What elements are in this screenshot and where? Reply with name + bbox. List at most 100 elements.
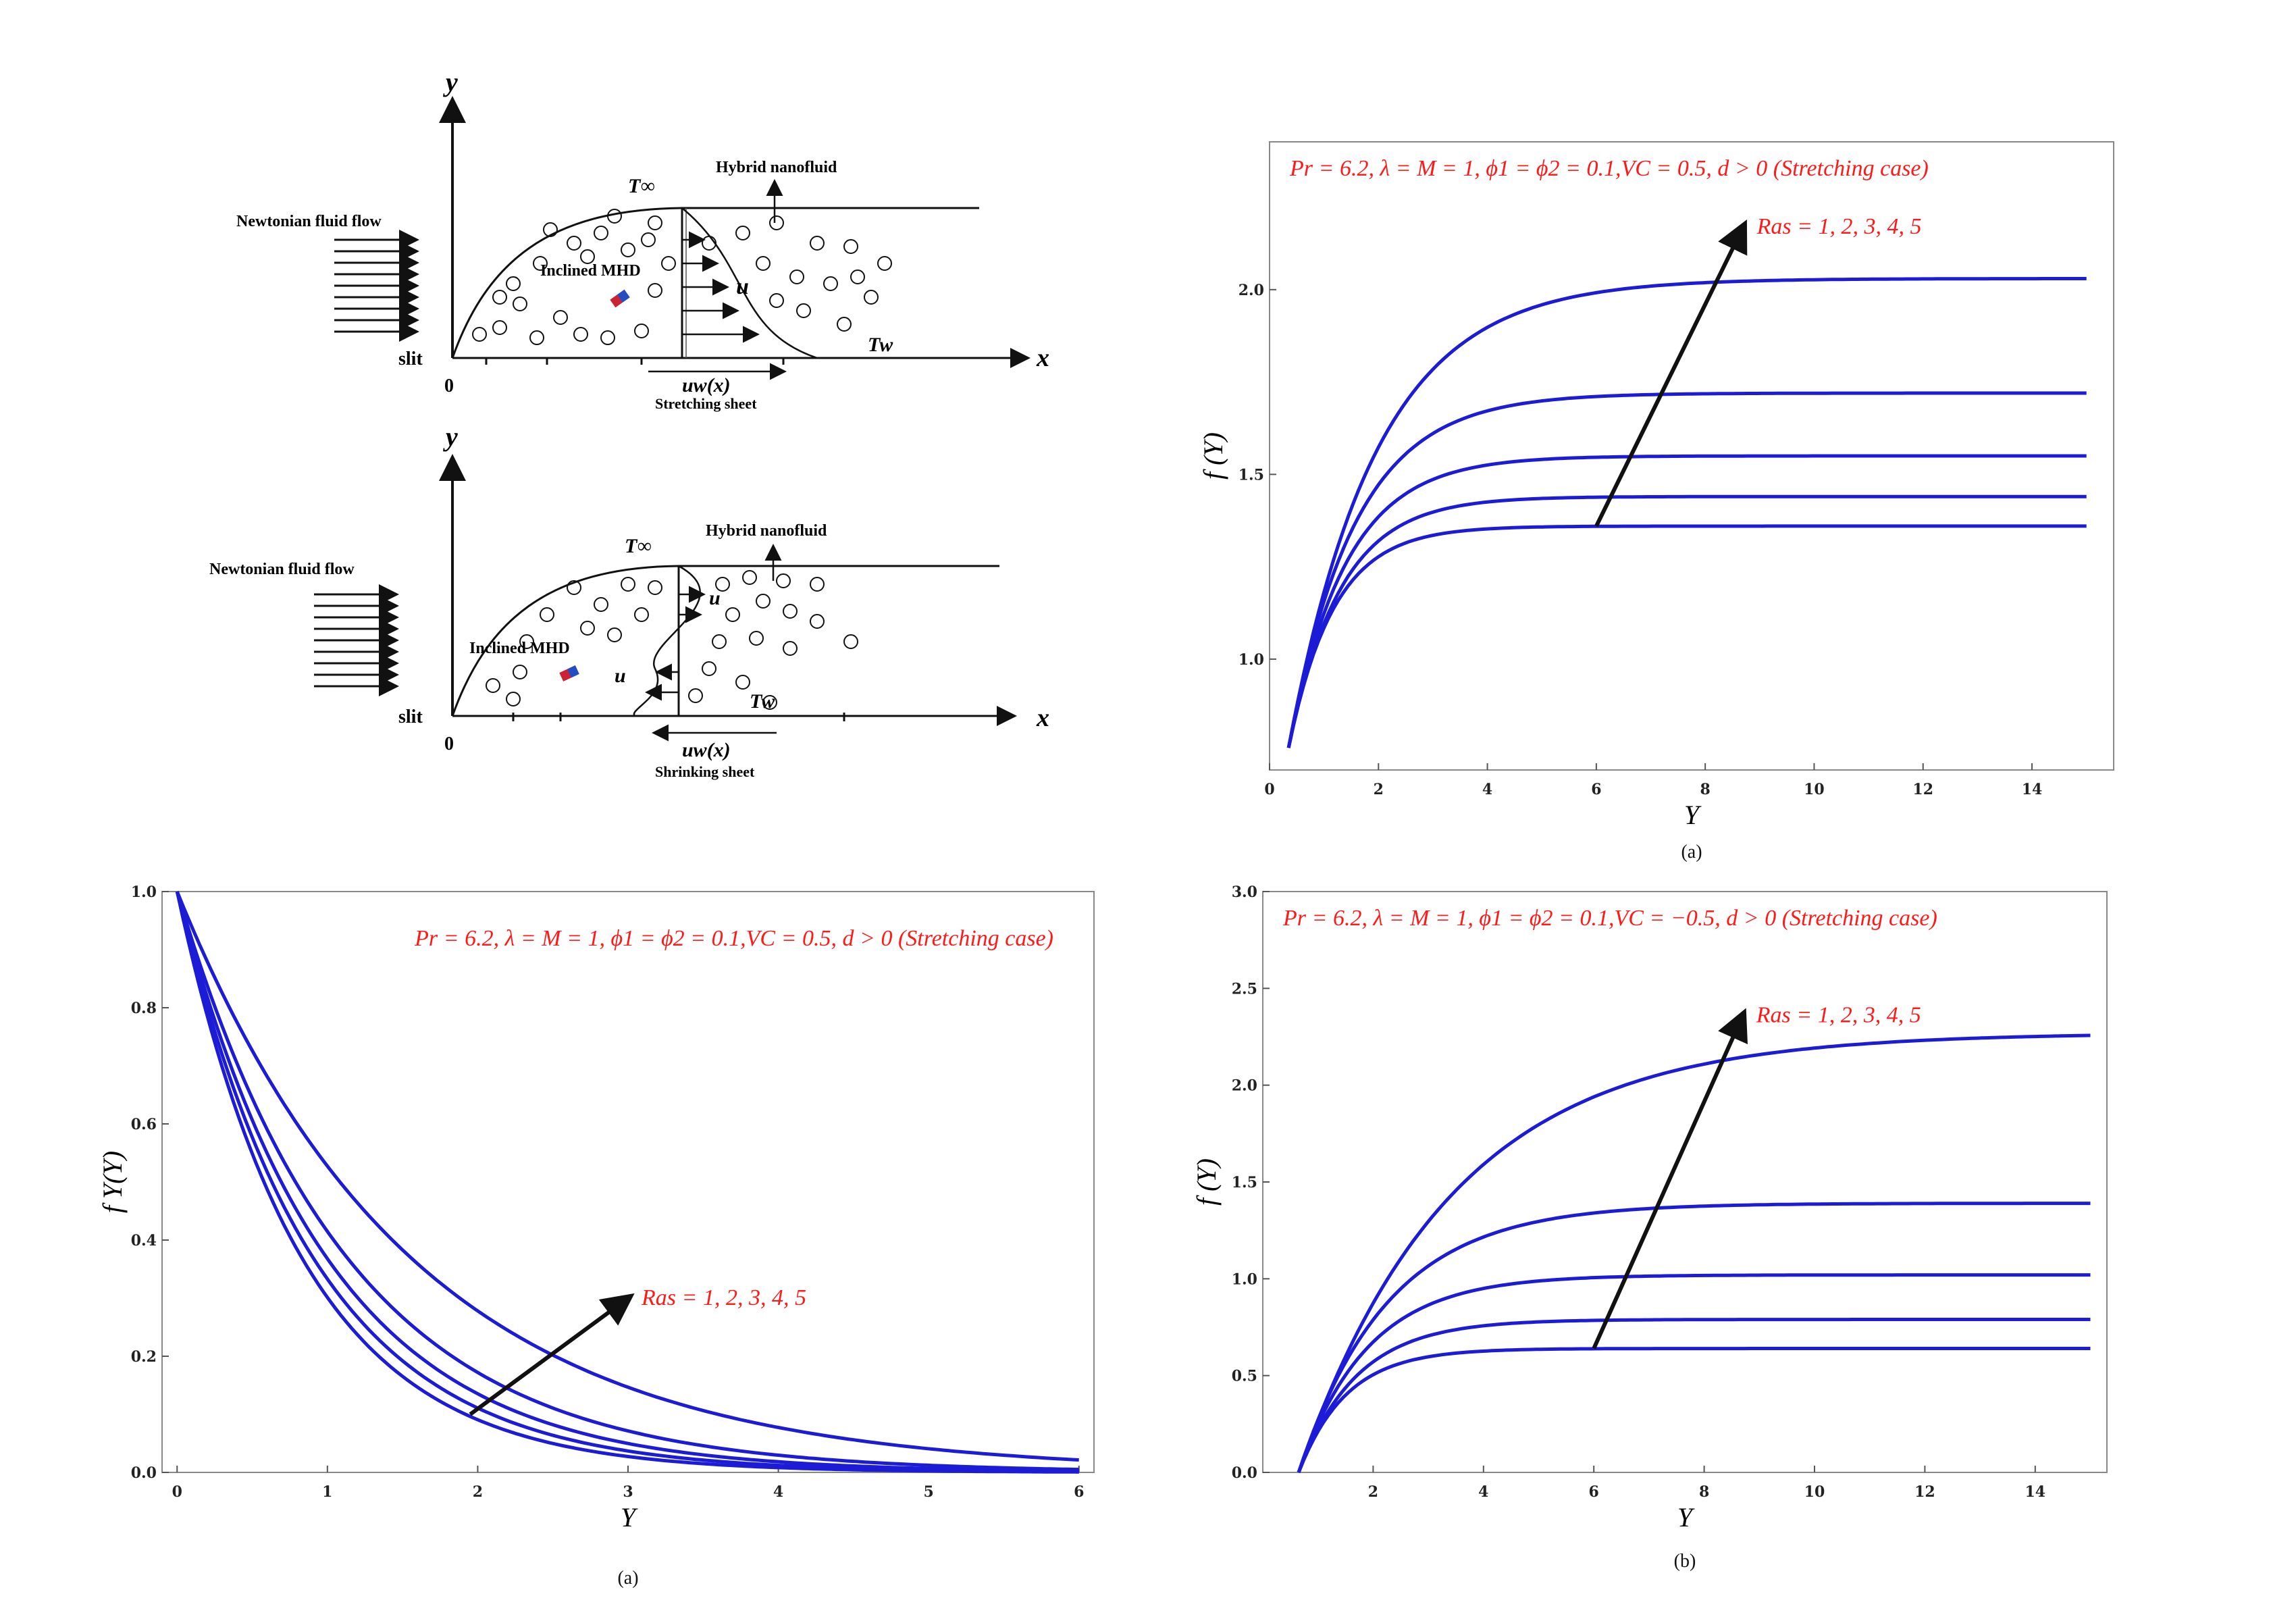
origin-label: 0 [444, 376, 454, 396]
y-axis-label-2: y [443, 421, 458, 452]
y-tick-label: 1.5 [1232, 1174, 1257, 1191]
uw-label-2: uw(x) [682, 739, 731, 761]
figure-caption: (a) [1681, 842, 1702, 863]
y-tick-label: 0.8 [131, 1000, 157, 1017]
y-tick-label: 1.0 [131, 883, 157, 901]
x-tick-label: 8 [1699, 1483, 1709, 1501]
y-axis-label: f (Y) [1198, 432, 1228, 480]
y-tick-label: 0.0 [131, 1464, 157, 1482]
y-axis-label: f (Y) [1191, 1158, 1222, 1206]
series-line-3 [1286, 454, 2087, 748]
y-tick-label: 3.0 [1232, 883, 1257, 901]
chart-bottom-right: 2 4 6 8 10 12 14 0.0 0.5 1.0 1.5 2.0 2.5 3.0 Pr = 6.2,… [1191, 883, 2108, 1572]
u-label-2: u [709, 587, 721, 609]
uw-label: uw(x) [682, 374, 731, 396]
series-line-3 [1297, 1273, 2091, 1473]
ras-arrow [469, 1293, 635, 1416]
y-tick-label: 1.5 [1238, 466, 1264, 484]
y-tick-label: 2.0 [1232, 1077, 1257, 1095]
t-w-label: Tw [868, 334, 893, 356]
t-inf-label: T∞ [628, 175, 655, 197]
t-inf-label-2: T∞ [625, 535, 652, 557]
x-axis-label-2: x [1036, 704, 1049, 732]
series-line-5 [1286, 277, 2087, 748]
u-label-3: u [615, 665, 626, 687]
y-tick-label: 0.2 [131, 1348, 157, 1366]
x-axis-label: x [1036, 344, 1049, 372]
slit-label: slit [398, 349, 423, 369]
x-tick-label: 6 [1074, 1483, 1084, 1501]
y-tick-label: 0.5 [1232, 1368, 1257, 1385]
flow-label: Newtonian fluid flow [236, 213, 382, 230]
x-tick-label: 1 [322, 1483, 332, 1501]
shrinking-sheet-label: Shrinking sheet [655, 763, 755, 780]
x-tick-label: 14 [2022, 781, 2043, 798]
chart-title: Pr = 6.2, λ = M = 1, ϕ1 = ϕ2 = 0.1,VC = … [1289, 156, 1929, 181]
y-tick-label: 1.0 [1238, 651, 1264, 669]
y-axis-label: f Y(Y) [97, 1151, 128, 1213]
series-line-5 [175, 891, 1079, 1462]
hybrid-label: Hybrid nanofluid [716, 159, 837, 176]
ras-annotation: Ras = 1, 2, 3, 4, 5 [1756, 1002, 1921, 1027]
x-tick-label: 6 [1589, 1483, 1599, 1501]
series-line-5 [1297, 1033, 2091, 1473]
x-tick-label: 5 [924, 1483, 934, 1501]
u-label: u [736, 274, 749, 299]
velocity-profile [681, 207, 818, 359]
y-tick-label: 0.6 [131, 1116, 157, 1133]
x-tick-label: 0 [172, 1483, 182, 1501]
x-axis-label: Y [621, 1502, 638, 1533]
x-tick-label: 4 [1482, 781, 1492, 798]
series-line-1 [1297, 1347, 2091, 1473]
series-line-4 [175, 891, 1079, 1472]
x-axis-label: Y [1684, 800, 1702, 830]
y-tick-label: 1.0 [1232, 1270, 1257, 1288]
y-tick-label: 2.5 [1232, 980, 1257, 998]
x-tick-label: 3 [623, 1483, 633, 1501]
flow-label-2: Newtonian fluid flow [209, 561, 355, 578]
x-tick-label: 4 [773, 1483, 783, 1501]
series-line-3 [175, 891, 1079, 1473]
chart-title: Pr = 6.2, λ = M = 1, ϕ1 = ϕ2 = 0.1,VC = … [414, 926, 1053, 951]
series-line-4 [1286, 391, 2087, 748]
x-tick-label: 12 [1912, 781, 1933, 798]
ras-annotation: Ras = 1, 2, 3, 4, 5 [641, 1285, 806, 1310]
chart-title: Pr = 6.2, λ = M = 1, ϕ1 = ϕ2 = 0.1,VC = … [1282, 906, 1937, 931]
ras-annotation: Ras = 1, 2, 3, 4, 5 [1756, 214, 1922, 239]
figure-caption: (b) [1674, 1551, 1696, 1572]
stretching-sheet-label: Stretching sheet [655, 395, 757, 412]
shrinking-diagram: y x 0 slit Newtonian fluid flow T∞ Tw Hy… [209, 421, 1049, 780]
figure-caption: (a) [617, 1568, 638, 1589]
slit-label-2: slit [398, 706, 423, 727]
ras-arrow [1594, 220, 1748, 528]
x-tick-label: 10 [1804, 1483, 1825, 1501]
y-axis-label: y [443, 67, 458, 97]
x-tick-label: 2 [473, 1483, 483, 1501]
y-tick-label: 0.0 [1232, 1464, 1257, 1482]
x-tick-label: 2 [1368, 1483, 1378, 1501]
flow-arrows [334, 230, 419, 342]
plot-frame [161, 891, 1095, 1473]
y-tick-label: 0.4 [131, 1232, 157, 1250]
x-tick-label: 0 [1264, 781, 1274, 798]
mhd-label: Inclined MHD [540, 262, 641, 280]
y-tick-label: 2.0 [1238, 282, 1264, 299]
series-line-4 [1297, 1202, 2091, 1473]
chart-top-right: 0 2 4 6 8 10 12 14 1.0 1.5 2.0 Pr = 6.2, λ = M = 1,… [1198, 141, 2114, 863]
boundary-layer-edge [451, 207, 979, 359]
x-tick-label: 8 [1700, 781, 1711, 798]
flow-schematic: y x 0 slit Newtonian fluid flow T∞ Tw [209, 67, 1049, 780]
series-line-2 [1286, 494, 2087, 748]
chart-bottom-left: 0 1 2 3 4 5 6 0.0 0.2 0.4 0.6 0.8 1.0 Pr = 6.2, λ = M… [97, 883, 1095, 1589]
stretching-diagram: y x 0 slit Newtonian fluid flow T∞ Tw [236, 67, 1049, 412]
x-tick-label: 10 [1804, 781, 1825, 798]
x-tick-label: 14 [2025, 1483, 2045, 1501]
plot-frame [1262, 891, 2108, 1473]
hybrid-label-2: Hybrid nanofluid [706, 522, 827, 540]
series-line-2 [1297, 1318, 2091, 1473]
nanoparticles [472, 209, 892, 345]
x-axis-label: Y [1677, 1502, 1695, 1533]
x-tick-label: 4 [1478, 1483, 1488, 1501]
x-tick-label: 12 [1914, 1483, 1935, 1501]
x-tick-label: 2 [1374, 781, 1384, 798]
